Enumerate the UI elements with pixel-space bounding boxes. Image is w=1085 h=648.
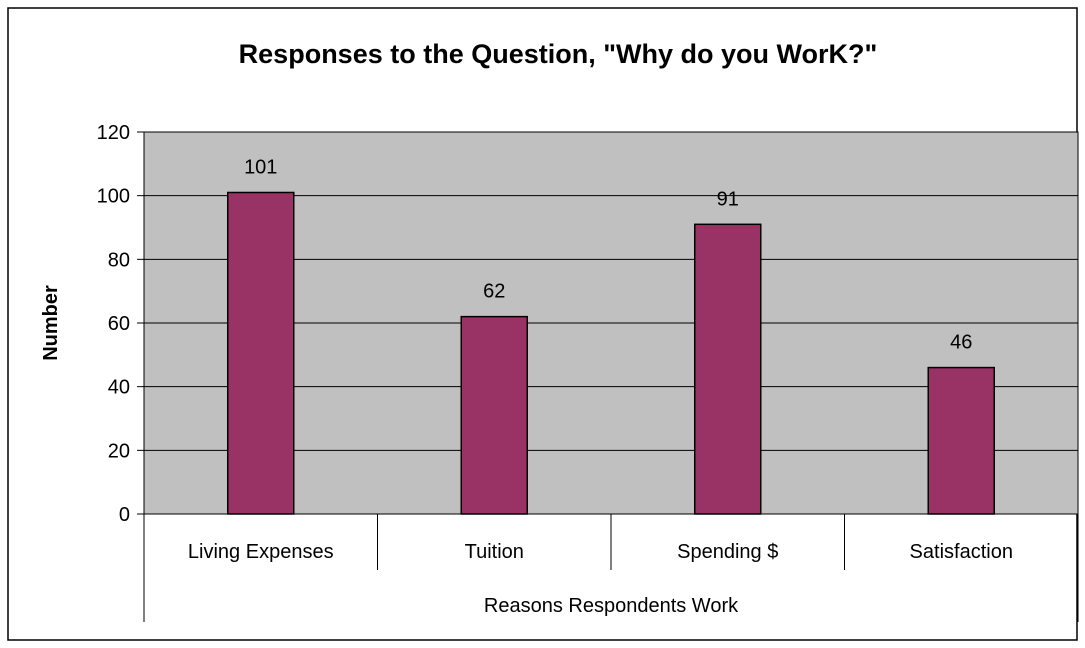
x-tick-label: Spending $ — [677, 541, 778, 563]
x-tick-label: Satisfaction — [910, 541, 1013, 563]
chart-title: Responses to the Question, "Why do you W… — [239, 39, 878, 69]
bar-data-label: 62 — [483, 281, 505, 303]
x-axis-label: Reasons Respondents Work — [484, 595, 739, 617]
y-tick-label: 100 — [97, 186, 130, 208]
bar-data-label: 46 — [950, 332, 972, 354]
y-tick-label: 20 — [108, 440, 130, 462]
y-tick-label: 120 — [97, 122, 130, 144]
y-tick-label: 40 — [108, 377, 130, 399]
bar — [460, 315, 528, 515]
x-tick-label: Living Expenses — [188, 541, 334, 563]
bar — [694, 223, 762, 515]
bar — [927, 366, 995, 515]
bar-data-label: 101 — [244, 156, 277, 178]
axes — [137, 131, 1079, 622]
y-tick-label: 60 — [108, 313, 130, 335]
y-axis-label: Number — [40, 285, 62, 361]
labels: 0 20 40 60 80 100 120 101 Living Expenses 62 Tuiti… — [97, 122, 1013, 563]
y-tick-label: 80 — [108, 249, 130, 271]
bar — [227, 191, 295, 515]
x-tick-label: Tuition — [465, 541, 524, 563]
bar-data-label: 91 — [717, 188, 739, 210]
gridlines — [144, 131, 1078, 451]
bars — [227, 191, 995, 515]
y-tick-label: 0 — [119, 504, 130, 526]
